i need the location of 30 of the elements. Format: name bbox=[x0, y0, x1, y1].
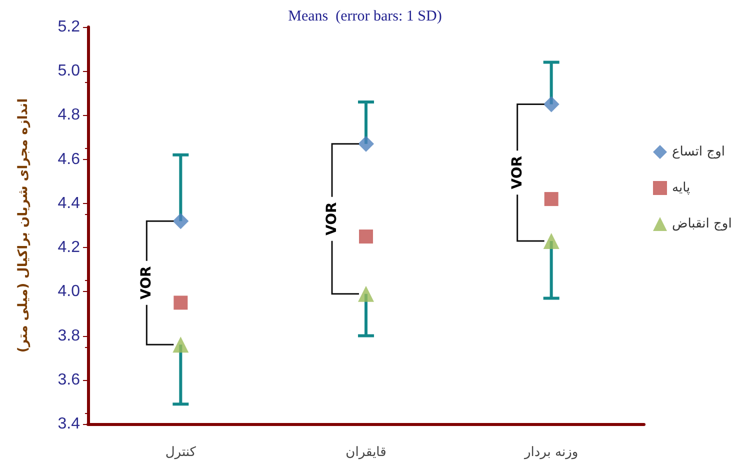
x-tick-label: قایقران bbox=[346, 445, 386, 460]
y-tick-label: 4.6 bbox=[58, 150, 80, 168]
legend-label: اوج انقباض bbox=[672, 216, 732, 232]
x-tick-label: وزنه بردار bbox=[523, 445, 578, 460]
y-tick-label: 5.0 bbox=[58, 62, 80, 80]
annotation: VOR bbox=[138, 266, 155, 300]
y-tick-label: 3.6 bbox=[58, 371, 80, 388]
legend-label: پایه bbox=[672, 180, 691, 196]
point bbox=[358, 286, 374, 302]
point bbox=[172, 213, 189, 230]
y-tick-label: 3.8 bbox=[58, 327, 80, 344]
chart-title: Means (error bars: 1 SD) bbox=[288, 8, 442, 24]
y-tick-label: 3.4 bbox=[58, 416, 80, 432]
x-tick-label: کنترل bbox=[165, 445, 197, 460]
y-tick-label: 4.4 bbox=[58, 194, 80, 212]
y-tick-label: 4.2 bbox=[58, 239, 80, 256]
point bbox=[544, 192, 558, 206]
annotation: VOR bbox=[509, 156, 526, 190]
y-tick-label: 4.8 bbox=[58, 106, 80, 124]
legend-label: اوج اتساع bbox=[672, 144, 725, 160]
y-tick-label: 4.0 bbox=[58, 283, 80, 300]
annotation: VOR bbox=[324, 202, 340, 236]
y-axis-title: اندازه مجرای شریان براکیال (میلی متر) bbox=[16, 98, 31, 353]
point bbox=[358, 136, 374, 152]
point bbox=[172, 336, 189, 353]
y-tick-label: 5.2 bbox=[58, 18, 80, 36]
point bbox=[359, 230, 373, 244]
point bbox=[543, 232, 560, 249]
point bbox=[543, 96, 560, 112]
point bbox=[174, 296, 188, 310]
